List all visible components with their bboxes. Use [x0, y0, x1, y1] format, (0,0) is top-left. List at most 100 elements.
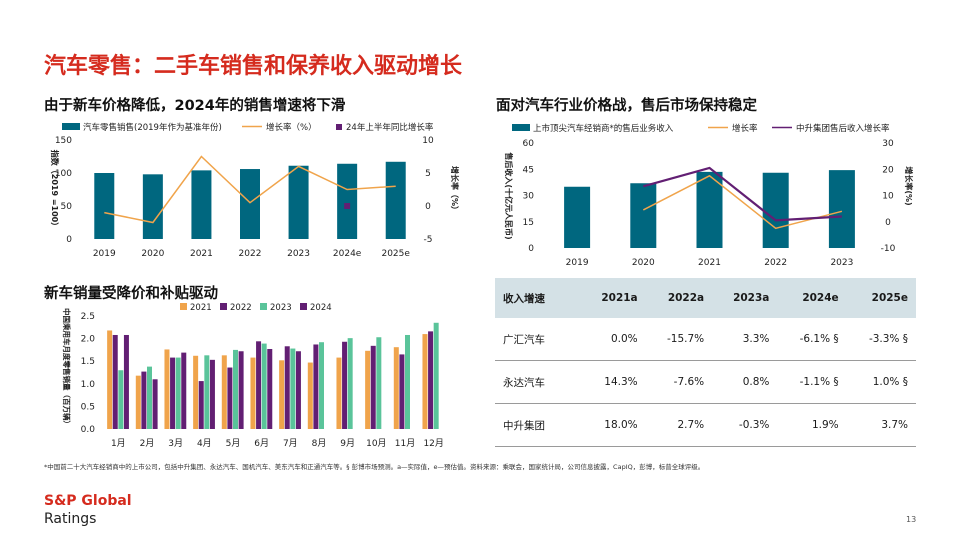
y2-axis-label: 增长率(%): [904, 166, 914, 205]
x-tick-label: 4月: [197, 438, 212, 449]
table-header-cell: 2024e: [777, 278, 847, 318]
y-tick-label: 50: [61, 202, 73, 212]
y-tick-label: 150: [55, 136, 72, 146]
x-tick-label: 8月: [312, 438, 327, 449]
legend-2024: 2024: [310, 303, 332, 313]
bar-2023-1: [118, 370, 124, 429]
bar-2023-4: [204, 355, 210, 429]
bar-retail-2024e: [337, 163, 358, 239]
y-axis-label: 中国乘用车月度零售销量（百万辆）: [62, 308, 72, 428]
x-tick-label: 2024e: [333, 249, 362, 259]
y2-axis-label: 增长率（%）: [450, 166, 460, 214]
bar-2024-3: [181, 352, 187, 429]
x-tick-label: 2023: [287, 249, 310, 259]
page-number: 13: [906, 515, 917, 524]
bar-2024-7: [295, 351, 301, 429]
table-header-row: 收入增速 2021a 2022a 2023a 2024e 2025e: [495, 278, 916, 318]
bar-2021-6: [250, 357, 256, 429]
bar-2021-11: [393, 347, 399, 429]
bar-2021-9: [336, 357, 342, 429]
y-tick-label: 30: [523, 192, 535, 202]
bar-aftersales-2022: [762, 172, 789, 248]
y-tick-label: 0: [66, 235, 72, 245]
bar-2024-6: [267, 348, 273, 429]
bar-aftersales-2020: [630, 183, 657, 248]
table-row: 永达汽车 14.3% -7.6% 0.8% -1.1% § 1.0% §: [495, 360, 916, 404]
x-tick-label: 5月: [226, 438, 241, 449]
table-cell: 18.0%: [580, 403, 646, 447]
bar-2024-2: [152, 379, 158, 429]
bar-2023-2: [147, 366, 152, 429]
legend-2024-swatch: [300, 303, 307, 310]
table-header-cell: 2021a: [580, 278, 646, 318]
bar-2022-4: [198, 381, 204, 429]
table-header-cell: 2023a: [712, 278, 778, 318]
table-cell: -1.1% §: [777, 360, 847, 404]
x-tick-label: 2月: [140, 438, 155, 449]
retail-sales-chart: 汽车零售销售(2019年作为基准年份) 增长率（%） 24年上半年同比增长率0501…: [50, 122, 460, 259]
bar-aftersales-2019: [564, 186, 591, 248]
legend-aftersales-revenue-swatch: [512, 124, 530, 131]
table-cell: 2.7%: [645, 403, 713, 447]
legend-2023-swatch: [260, 303, 267, 310]
x-tick-label: 2019: [566, 258, 589, 268]
bar-aftersales-2023: [828, 170, 855, 248]
bar-2024-4: [209, 359, 215, 429]
page-title: 汽车零售：二手车销售和保养收入驱动增长: [44, 54, 463, 79]
bar-2022-10: [370, 345, 376, 429]
bar-2022-3: [170, 357, 176, 429]
bar-retail-2025e: [385, 161, 406, 239]
x-tick-label: 2019: [93, 249, 116, 259]
y2-tick-label: 30: [882, 139, 894, 149]
bar-2022-8: [313, 344, 319, 429]
bar-2021-3: [164, 349, 170, 429]
bar-2021-7: [279, 360, 285, 429]
legend-2022: 2022: [230, 303, 252, 313]
bar-retail-2019: [94, 173, 115, 239]
bar-2022-2: [141, 371, 147, 429]
y2-tick-label: 10: [422, 136, 434, 146]
x-tick-label: 2025e: [381, 249, 410, 259]
y-tick-label: 0: [528, 244, 534, 254]
table-cell: -7.6%: [645, 360, 713, 404]
aftersales-chart: 上市顶尖汽车经销商*的售后业务收入 增长率 中升集团售后收入增长率 0 15 30 45 60…: [504, 123, 914, 268]
y2-tick-label: -5: [424, 235, 433, 245]
legend-2022-swatch: [220, 303, 227, 310]
zhongsheng-growth-line: [643, 166, 842, 222]
bar-2021-10: [365, 350, 371, 429]
bar-2022-1: [112, 334, 118, 429]
aftersales-chart-title: 面对汽车行业价格战，售后市场保持稳定: [496, 98, 757, 114]
x-tick-label: 10月: [366, 438, 386, 449]
y2-tick-label: 0: [885, 218, 891, 228]
bar-retail-2020: [142, 174, 163, 239]
x-tick-label: 2021: [698, 258, 721, 268]
bar-2024-5: [238, 351, 244, 429]
y-tick-label: 2.5: [81, 312, 95, 322]
legend-growth-rate: 增长率（%）: [266, 122, 317, 133]
table-cell: 0.8%: [712, 360, 778, 404]
legend-h1-growth-swatch: [336, 124, 342, 130]
x-tick-label: 12月: [423, 438, 443, 449]
bar-retail-2021: [191, 170, 212, 239]
bar-2023-11: [405, 334, 410, 429]
table-cell: -6.1% §: [777, 318, 847, 361]
legend-retail-sales: 汽车零售销售(2019年作为基准年份): [83, 122, 222, 133]
x-tick-label: 2022: [764, 258, 787, 268]
bar-2023-9: [347, 338, 353, 429]
bar-2022-9: [342, 341, 348, 429]
y-tick-label: 2.0: [81, 335, 96, 345]
legend-growth-rate: 增长率: [732, 123, 758, 134]
y-tick-label: 1.0: [81, 380, 96, 390]
y2-tick-label: 0: [425, 202, 431, 212]
x-tick-label: 2021: [190, 249, 213, 259]
bar-2022-12: [428, 331, 434, 429]
monthly-sales-chart: 2021 2022 2023 2024 0.0 0.5 1.0 1.5 2.0 2.5 1月 2月 3月…: [62, 303, 444, 449]
bar-2021-5: [221, 355, 227, 429]
x-tick-label: 11月: [395, 438, 415, 449]
bar-retail-2022: [240, 169, 260, 239]
y2-tick-label: 10: [882, 192, 894, 202]
legend-2021-swatch: [180, 303, 187, 310]
table-row: 中升集团 18.0% 2.7% -0.3% 1.9% 3.7%: [495, 403, 916, 447]
h1-growth-point: [344, 203, 351, 209]
bar-2021-8: [307, 362, 313, 429]
